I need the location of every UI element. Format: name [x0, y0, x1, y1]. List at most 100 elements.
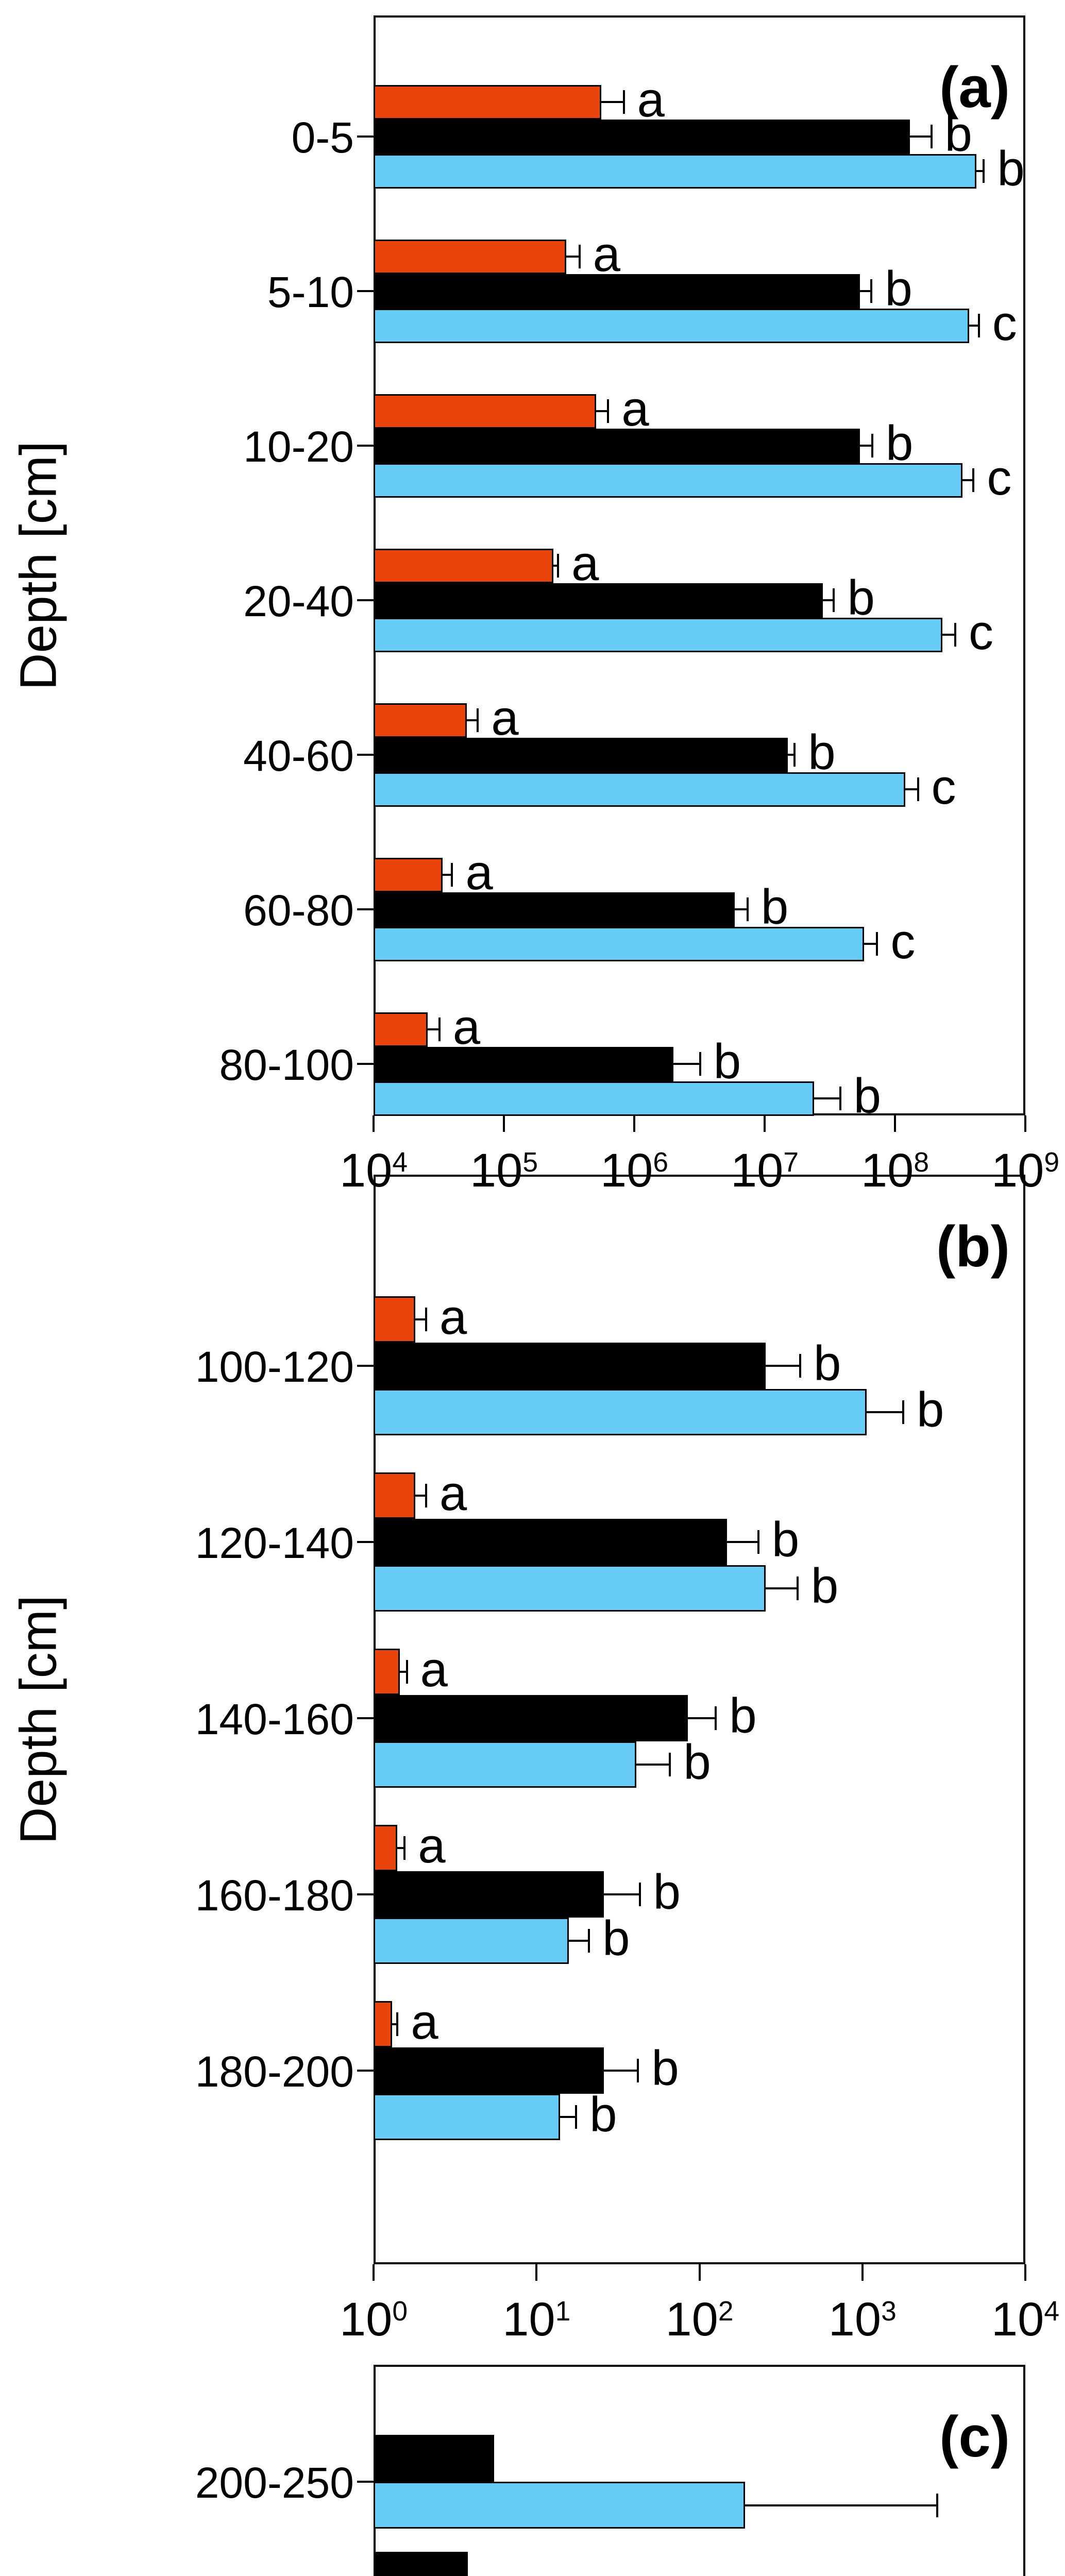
- bar-b-humid-140-160: [374, 1741, 636, 1788]
- bar-a-mediterranean-0-5: [374, 119, 910, 154]
- error-line-a: [735, 908, 748, 910]
- error-cap-b: [405, 1660, 408, 1684]
- error-cap-a: [477, 708, 479, 732]
- error-cap-a: [930, 125, 933, 148]
- depth-label-b: 100-120: [195, 1343, 354, 1391]
- error-cap-b: [902, 1400, 904, 1424]
- bar-a-semiarid-40-60: [374, 703, 467, 738]
- x-tick-label-b: 100: [339, 2293, 408, 2346]
- x-tick-label-a: 106: [600, 1144, 669, 1197]
- significance-letter-b: b: [729, 1688, 757, 1743]
- x-tick-label-b: 101: [502, 2293, 571, 2346]
- error-line-a: [601, 101, 624, 103]
- x-tick-label-b: 102: [665, 2293, 734, 2346]
- bar-a-humid-0-5: [374, 154, 976, 189]
- significance-letter-a: a: [637, 72, 665, 127]
- error-cap-b: [575, 2105, 578, 2129]
- error-cap-a: [917, 777, 919, 801]
- depth-label-a: 60-80: [243, 886, 354, 935]
- error-cap-a: [578, 245, 581, 268]
- bar-a-semiarid-0-5: [374, 84, 601, 120]
- significance-letter-b: a: [420, 1642, 448, 1697]
- error-cap-b: [588, 1929, 590, 1953]
- significance-letter-a: a: [465, 845, 493, 900]
- bar-a-semiarid-20-40: [374, 548, 553, 583]
- error-cap-a: [871, 434, 873, 457]
- bar-a-mediterranean-40-60: [374, 737, 788, 772]
- panel-a-label: (a): [939, 55, 1010, 120]
- error-cap-b: [637, 2059, 639, 2082]
- x-tick-a: [633, 1115, 635, 1132]
- error-cap-b: [425, 1308, 427, 1331]
- depth-label-a: 10-20: [243, 422, 354, 471]
- y-tick-c: [357, 2481, 374, 2483]
- y-tick-b: [357, 2070, 374, 2072]
- error-line-a: [976, 170, 984, 172]
- error-line-b: [688, 1717, 716, 1719]
- x-tick-a: [373, 1115, 375, 1132]
- significance-letter-a: c: [931, 759, 956, 815]
- y-axis-title-panel-a: Depth [cm]: [9, 440, 67, 690]
- depth-label-a: 20-40: [243, 577, 354, 625]
- error-cap-b: [425, 1484, 427, 1507]
- significance-letter-a: b: [760, 879, 789, 935]
- significance-letter-b: b: [651, 2041, 679, 2096]
- depth-label-a: 5-10: [267, 268, 354, 316]
- bar-b-humid-160-180: [374, 1918, 569, 1964]
- significance-letter-a: a: [452, 999, 481, 1055]
- significance-letter-b: b: [683, 1735, 711, 1790]
- error-line-a: [566, 256, 580, 258]
- x-tick-label-a: 108: [860, 1144, 929, 1197]
- error-line-a: [443, 874, 452, 876]
- error-cap-b: [757, 1530, 759, 1554]
- bar-a-humid-40-60: [374, 772, 905, 807]
- bar-c-mediterranean-200-250: [374, 2435, 494, 2482]
- panel-c-label: (c): [939, 2404, 1010, 2469]
- error-cap-b: [669, 1753, 671, 1776]
- significance-letter-b: b: [589, 2087, 617, 2142]
- x-tick-a: [503, 1115, 505, 1132]
- significance-letter-b: a: [418, 1818, 446, 1873]
- significance-letter-b: a: [411, 1994, 438, 2049]
- bar-a-mediterranean-60-80: [374, 892, 735, 927]
- x-tick-label-a: 107: [730, 1144, 799, 1197]
- error-cap-a: [839, 1087, 841, 1110]
- y-tick-a: [357, 908, 374, 910]
- depth-label-b: 120-140: [195, 1519, 354, 1567]
- error-cap-b: [715, 1706, 717, 1730]
- significance-letter-a: a: [621, 381, 649, 436]
- x-tick-label-a: 104: [339, 1144, 408, 1197]
- significance-letter-a: b: [997, 141, 1025, 196]
- bar-b-humid-100-120: [374, 1389, 867, 1435]
- y-tick-b: [357, 1541, 374, 1543]
- error-line-b: [400, 1671, 407, 1673]
- depth-label-b: 180-200: [195, 2047, 354, 2096]
- bar-b-semiarid-160-180: [374, 1825, 397, 1871]
- significance-letter-a: b: [885, 261, 912, 316]
- x-tick-label-b: 104: [991, 2293, 1060, 2346]
- significance-letter-a: c: [992, 296, 1017, 351]
- bar-a-humid-60-80: [374, 926, 864, 961]
- depth-label-a: 80-100: [219, 1041, 354, 1089]
- error-cap-a: [954, 623, 956, 647]
- error-cap-a: [622, 90, 625, 114]
- error-cap-a: [977, 314, 980, 337]
- error-line-b: [397, 1847, 405, 1849]
- error-line-b: [415, 1495, 426, 1497]
- bar-a-mediterranean-10-20: [374, 428, 860, 463]
- bar-b-mediterranean-180-200: [374, 2047, 604, 2094]
- error-cap-a: [438, 1018, 441, 1041]
- bar-b-mediterranean-120-140: [374, 1519, 727, 1565]
- error-line-a: [814, 1097, 840, 1099]
- x-tick-label-b: 103: [828, 2293, 897, 2346]
- y-tick-b: [357, 1717, 374, 1719]
- error-line-b: [866, 1411, 903, 1413]
- x-tick-b: [1024, 2264, 1026, 2281]
- bar-b-semiarid-180-200: [374, 2001, 392, 2047]
- error-line-b: [560, 2116, 577, 2118]
- depth-label-c: 200-250: [195, 2459, 354, 2507]
- error-cap-a: [793, 743, 796, 767]
- significance-letter-b: a: [439, 1290, 467, 1345]
- x-tick-a: [1024, 1115, 1026, 1132]
- error-cap-a: [451, 863, 453, 887]
